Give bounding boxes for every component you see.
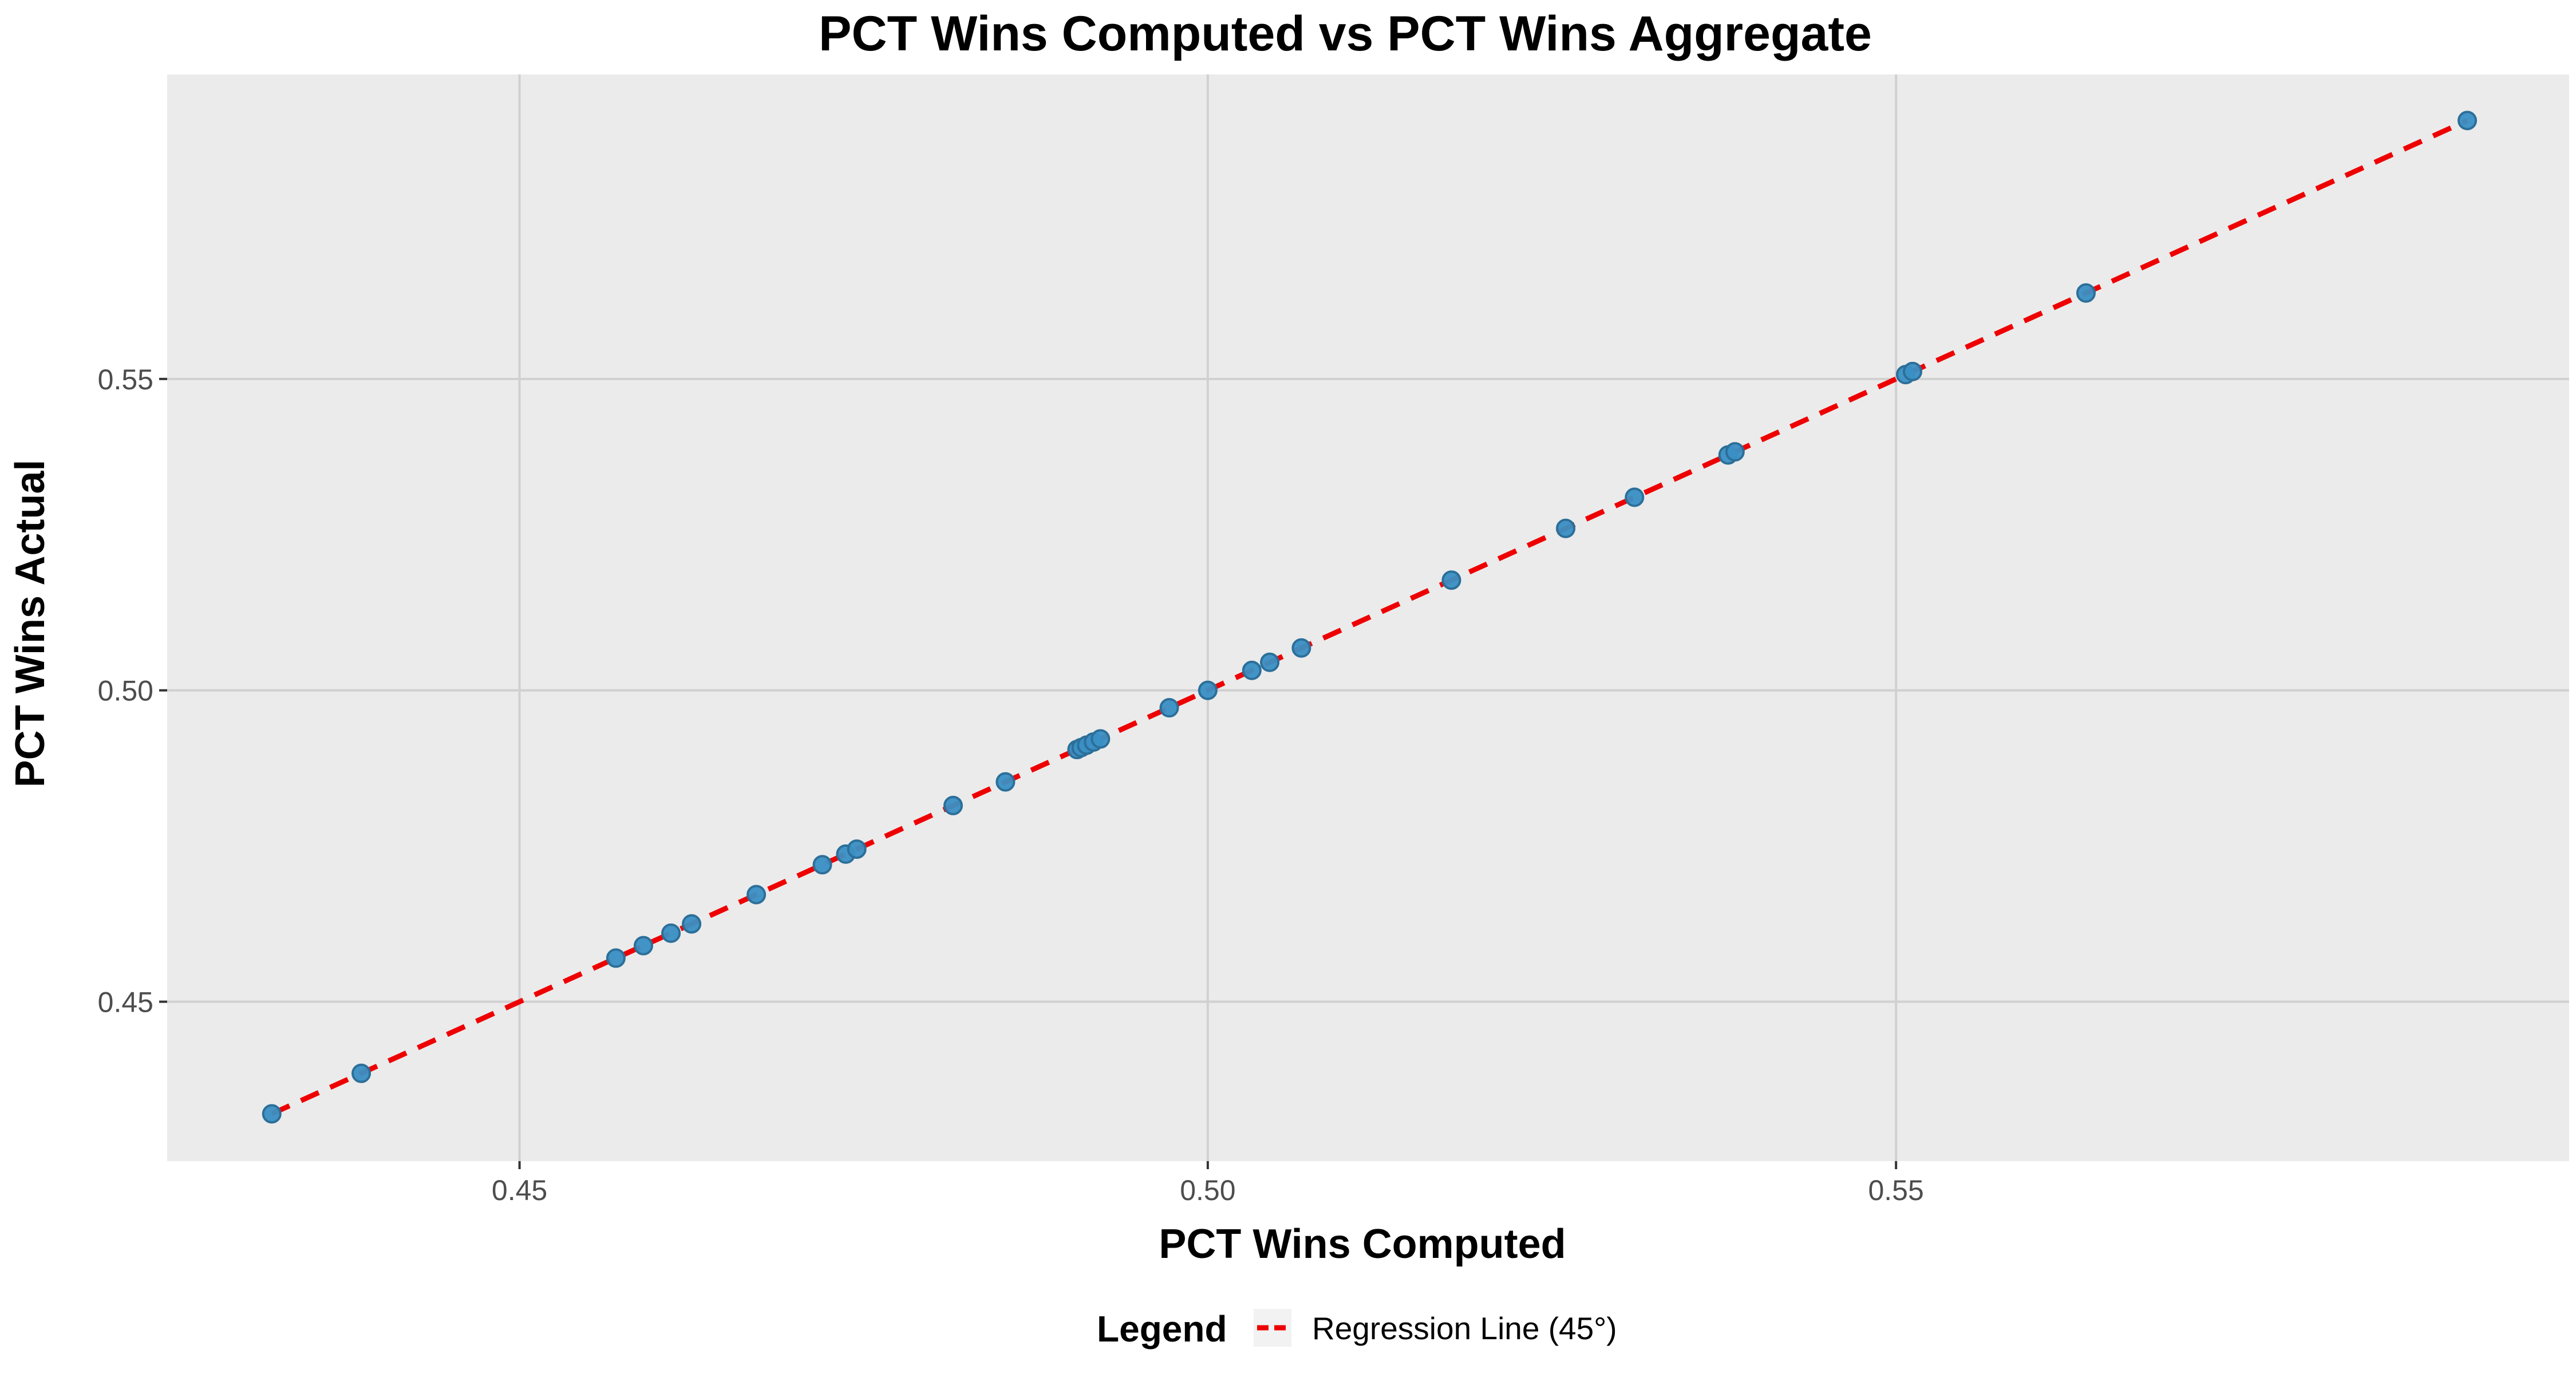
chart-title: PCT Wins Computed vs PCT Wins Aggregate xyxy=(819,6,1872,61)
data-point xyxy=(1725,442,1745,462)
data-point xyxy=(1441,570,1461,590)
x-tick-label: 0.55 xyxy=(1868,1174,1923,1206)
y-tick-label: 0.45 xyxy=(98,987,153,1019)
x-tick-label: 0.50 xyxy=(1180,1174,1235,1206)
data-point xyxy=(1903,361,1923,381)
grid-lines xyxy=(167,74,2569,1161)
legend-label: Regression Line (45°) xyxy=(1312,1311,1617,1346)
y-axis-title: PCT Wins Actual xyxy=(7,460,53,788)
data-points xyxy=(262,111,2478,1124)
y-tick-label: 0.50 xyxy=(98,675,153,707)
data-point xyxy=(633,936,653,956)
data-point xyxy=(1260,652,1280,672)
data-point xyxy=(812,855,832,875)
data-point xyxy=(2458,111,2478,131)
data-point xyxy=(661,923,681,943)
legend-title: Legend xyxy=(1097,1308,1227,1350)
data-point xyxy=(351,1063,372,1083)
data-point xyxy=(1198,680,1218,700)
legend: Legend Regression Line (45°) xyxy=(1097,1308,1617,1350)
data-point xyxy=(746,885,767,905)
data-point xyxy=(1091,729,1111,749)
data-point xyxy=(1556,518,1576,538)
data-point xyxy=(1291,638,1311,658)
x-axis-title: PCT Wins Computed xyxy=(1159,1221,1566,1267)
x-tick-label: 0.45 xyxy=(492,1174,547,1206)
data-point xyxy=(1625,487,1645,507)
data-point xyxy=(943,795,963,815)
data-point xyxy=(606,948,626,968)
y-tick-label: 0.55 xyxy=(98,364,153,396)
data-point xyxy=(262,1104,282,1124)
data-point xyxy=(1159,698,1179,718)
data-point xyxy=(2076,283,2096,303)
data-point xyxy=(847,839,867,859)
data-point xyxy=(995,772,1016,792)
axis-ticks: 0.45 0.50 0.55 0.45 0.50 0.55 xyxy=(98,364,1924,1206)
data-point xyxy=(1242,660,1262,680)
data-point xyxy=(682,914,702,934)
